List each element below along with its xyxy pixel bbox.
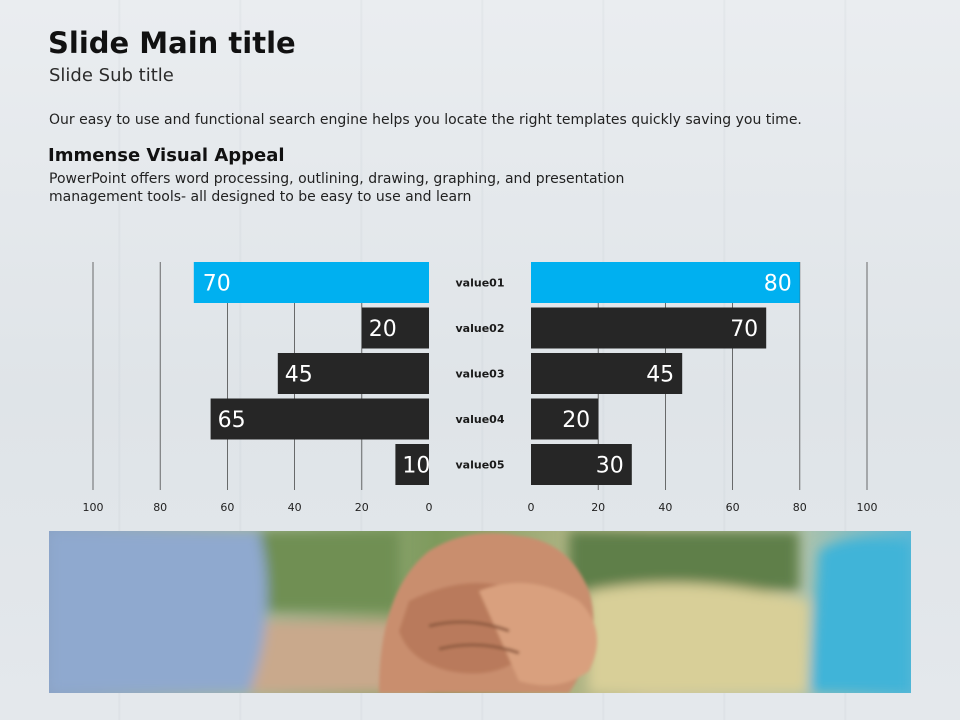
right-bar	[531, 262, 800, 303]
left-bar	[395, 444, 429, 485]
section-heading: Immense Visual Appeal	[48, 145, 285, 166]
slide-title: Slide Main title	[48, 26, 296, 60]
category-label: value05	[456, 459, 505, 472]
photo-illustration	[49, 531, 911, 693]
left-bar-label: 10	[402, 454, 430, 479]
left-bar-label: 65	[218, 408, 246, 433]
left-bar	[193, 262, 429, 303]
category-label: value04	[456, 413, 505, 426]
intro-text: Our easy to use and functional search en…	[49, 112, 802, 128]
left-tick-label: 20	[355, 501, 369, 514]
right-tick-label: 40	[658, 501, 672, 514]
right-tick-label: 0	[528, 501, 535, 514]
left-tick-label: 40	[288, 501, 302, 514]
slide-subtitle: Slide Sub title	[49, 65, 174, 86]
left-bar	[361, 307, 429, 349]
section-body: PowerPoint offers word processing, outli…	[49, 171, 625, 205]
category-label: value02	[456, 322, 505, 335]
left-bar	[277, 353, 429, 394]
right-bar-label: 70	[730, 317, 758, 342]
right-bar-label: 80	[764, 272, 792, 297]
category-label: value01	[456, 277, 505, 290]
left-bar-label: 20	[369, 317, 397, 342]
right-bar	[531, 398, 599, 440]
left-tick-label: 60	[220, 501, 234, 514]
right-tick-label: 80	[793, 501, 807, 514]
left-bar-label: 70	[203, 272, 231, 297]
holding-hands-photo	[49, 531, 911, 693]
right-bar-label: 45	[646, 363, 674, 388]
left-tick-label: 100	[83, 501, 104, 514]
right-bar-label: 20	[562, 408, 590, 433]
right-tick-label: 20	[591, 501, 605, 514]
category-label: value03	[456, 368, 505, 381]
right-tick-label: 60	[726, 501, 740, 514]
left-tick-label: 0	[426, 501, 433, 514]
left-tick-label: 80	[153, 501, 167, 514]
left-bar	[210, 398, 429, 440]
right-bar-label: 30	[596, 454, 624, 479]
right-bar	[531, 307, 767, 349]
right-bar	[531, 353, 683, 394]
right-bar	[531, 444, 632, 485]
left-bar-label: 45	[285, 363, 313, 388]
right-tick-label: 100	[857, 501, 878, 514]
